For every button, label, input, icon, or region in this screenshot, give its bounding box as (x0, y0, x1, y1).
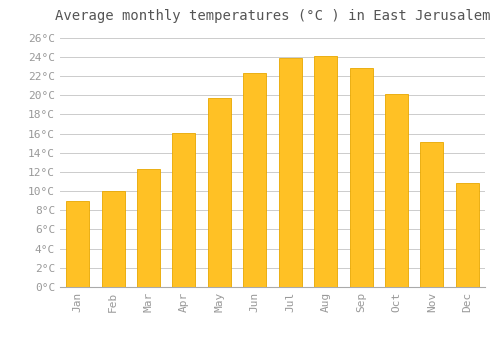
Title: Average monthly temperatures (°C ) in East Jerusalem: Average monthly temperatures (°C ) in Ea… (55, 9, 490, 23)
Bar (314, 56, 337, 287)
Bar (385, 94, 408, 287)
Bar (244, 73, 266, 287)
Bar (278, 58, 301, 287)
Bar (102, 191, 124, 287)
Bar (350, 68, 372, 287)
Bar (208, 98, 231, 287)
Bar (137, 169, 160, 287)
Bar (172, 133, 196, 287)
Bar (420, 142, 444, 287)
Bar (456, 183, 479, 287)
Bar (66, 201, 89, 287)
